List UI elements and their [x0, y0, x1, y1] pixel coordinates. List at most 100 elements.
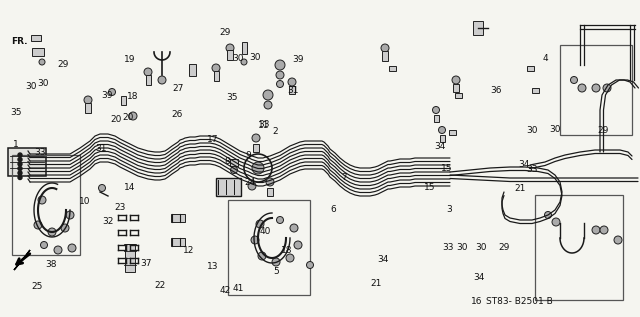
Circle shape: [109, 88, 115, 95]
Bar: [227, 50, 233, 60]
Circle shape: [18, 153, 22, 157]
Text: 31: 31: [287, 86, 299, 95]
Text: 6: 6: [330, 205, 335, 214]
Text: 20: 20: [122, 113, 134, 122]
Text: 30: 30: [527, 126, 538, 135]
Bar: [453, 84, 459, 92]
Bar: [560, 45, 632, 135]
Text: 39: 39: [102, 91, 113, 100]
Text: 18: 18: [281, 246, 292, 255]
Circle shape: [39, 59, 45, 65]
Circle shape: [48, 228, 56, 236]
Bar: [214, 71, 218, 81]
Circle shape: [251, 236, 259, 244]
Bar: [473, 21, 483, 35]
Text: 32: 32: [102, 217, 113, 226]
Circle shape: [452, 76, 460, 84]
Circle shape: [307, 262, 314, 268]
Bar: [12, 155, 80, 255]
Bar: [8, 148, 46, 176]
Text: 22: 22: [154, 281, 166, 290]
Text: 30: 30: [456, 243, 468, 252]
Text: 15: 15: [441, 164, 452, 173]
Text: 3: 3: [447, 205, 452, 214]
Circle shape: [252, 162, 264, 174]
Circle shape: [381, 44, 389, 52]
Circle shape: [614, 236, 622, 244]
Text: 13: 13: [207, 262, 218, 271]
Text: 2: 2: [273, 127, 278, 136]
Text: 33: 33: [258, 120, 269, 129]
Text: 34: 34: [435, 142, 446, 151]
Text: 34: 34: [473, 273, 484, 282]
Bar: [440, 134, 445, 141]
Text: 33: 33: [34, 148, 45, 157]
Bar: [388, 66, 396, 70]
Text: 21: 21: [371, 279, 382, 288]
Circle shape: [34, 221, 42, 229]
Circle shape: [552, 218, 560, 226]
Bar: [253, 144, 259, 152]
Text: 39: 39: [292, 55, 303, 64]
Text: 4: 4: [543, 54, 548, 63]
Bar: [125, 244, 135, 272]
Circle shape: [252, 134, 260, 142]
Bar: [531, 87, 538, 93]
Circle shape: [603, 84, 611, 92]
Circle shape: [226, 44, 234, 52]
Text: 27: 27: [172, 84, 184, 93]
Text: 34: 34: [377, 256, 388, 264]
Circle shape: [276, 217, 284, 223]
Text: 17: 17: [207, 135, 218, 144]
Text: 1: 1: [13, 140, 19, 149]
Text: 31: 31: [95, 144, 107, 153]
Circle shape: [258, 252, 266, 260]
Circle shape: [129, 112, 137, 120]
Circle shape: [433, 107, 440, 113]
Circle shape: [263, 90, 273, 100]
Text: 30: 30: [550, 125, 561, 134]
Circle shape: [592, 84, 600, 92]
Bar: [433, 114, 438, 121]
Text: 34: 34: [518, 160, 529, 169]
Text: 30: 30: [249, 53, 260, 62]
Text: 30: 30: [232, 54, 244, 63]
Circle shape: [66, 211, 74, 219]
Text: ST83- B2501 B: ST83- B2501 B: [486, 297, 553, 307]
Circle shape: [144, 68, 152, 76]
Circle shape: [256, 220, 264, 228]
Circle shape: [290, 224, 298, 232]
Bar: [85, 103, 91, 113]
Circle shape: [286, 254, 294, 262]
Circle shape: [592, 226, 600, 234]
Text: 9: 9: [246, 151, 251, 160]
Polygon shape: [14, 250, 30, 270]
Bar: [535, 195, 623, 300]
Circle shape: [18, 162, 22, 166]
Circle shape: [264, 101, 272, 109]
Bar: [228, 200, 310, 295]
Text: 29: 29: [220, 28, 231, 37]
Circle shape: [545, 211, 552, 218]
Circle shape: [294, 241, 302, 249]
Bar: [171, 238, 185, 246]
Text: 35: 35: [10, 108, 22, 117]
Circle shape: [18, 171, 22, 175]
Text: 35: 35: [226, 93, 237, 102]
Bar: [145, 75, 150, 85]
Bar: [32, 48, 44, 56]
Circle shape: [18, 176, 22, 179]
Text: 33: 33: [442, 243, 454, 252]
Bar: [449, 130, 456, 134]
Text: 20: 20: [111, 115, 122, 124]
Circle shape: [438, 126, 445, 133]
Circle shape: [266, 178, 274, 186]
Text: 33: 33: [527, 165, 538, 174]
Bar: [289, 86, 295, 94]
Text: 30: 30: [25, 82, 36, 91]
Text: 37: 37: [140, 259, 152, 268]
Text: 16: 16: [471, 297, 483, 306]
Text: 25: 25: [31, 282, 43, 291]
Text: 29: 29: [597, 126, 609, 135]
Bar: [382, 51, 388, 61]
